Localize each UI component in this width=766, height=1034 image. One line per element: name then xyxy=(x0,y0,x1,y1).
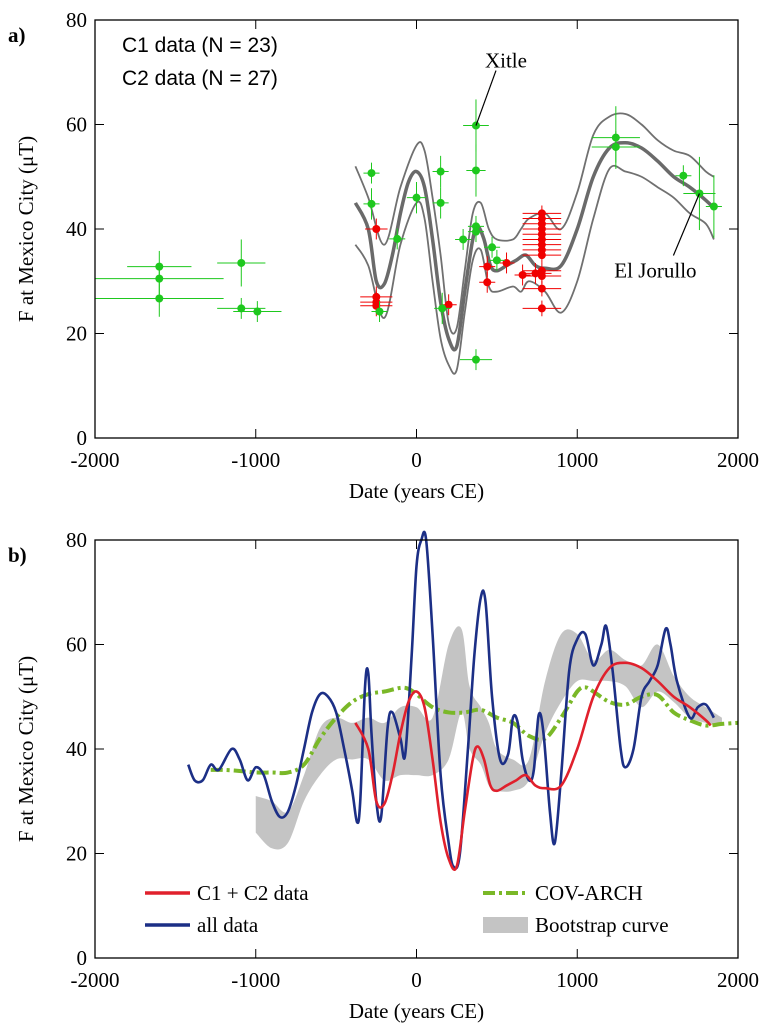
data-point xyxy=(459,235,468,244)
data-point xyxy=(471,227,480,236)
data-point xyxy=(155,294,164,303)
data-point xyxy=(483,262,492,271)
data-point xyxy=(709,202,718,211)
y-tick-label: 80 xyxy=(66,8,87,32)
curve xyxy=(187,530,716,870)
legend-label: Bootstrap curve xyxy=(535,913,669,937)
data-point xyxy=(537,304,546,313)
legend-swatch xyxy=(483,917,528,933)
data-point xyxy=(436,167,445,176)
data-point xyxy=(237,304,246,313)
x-tick-label: -1000 xyxy=(231,968,280,992)
data-point xyxy=(471,355,480,364)
y-axis-label: F at Mexico City (μT) xyxy=(14,656,38,842)
curve xyxy=(354,112,715,335)
bootstrap-band xyxy=(255,626,722,850)
legend-label: all data xyxy=(197,913,259,937)
data-point xyxy=(367,169,376,178)
x-axis-label: Date (years CE) xyxy=(349,999,484,1023)
data-point xyxy=(537,251,546,260)
data-point xyxy=(537,272,546,281)
y-tick-label: 40 xyxy=(66,217,87,241)
x-tick-label: 2000 xyxy=(717,448,759,472)
annotation: Xitle xyxy=(485,49,527,73)
y-axis-label: F at Mexico City (μT) xyxy=(14,136,38,322)
data-point xyxy=(237,258,246,267)
data-point xyxy=(537,284,546,293)
y-tick-label: 20 xyxy=(66,322,87,346)
data-point xyxy=(444,300,453,309)
legend-label: C1 + C2 data xyxy=(197,881,309,905)
data-point xyxy=(438,304,447,313)
data-point xyxy=(488,243,497,252)
y-tick-label: 0 xyxy=(77,946,88,970)
panel-label: a) xyxy=(8,23,26,47)
data-point xyxy=(531,269,540,278)
panel: a) C1 data (N = 23) C2 data (N = 27) Xitle E… xyxy=(8,8,759,503)
data-point xyxy=(611,142,620,151)
legend-label: C2 data (N = 27) xyxy=(122,67,278,90)
x-tick-label: -2000 xyxy=(71,448,120,472)
panel-label: b) xyxy=(8,543,27,567)
legend-label: C1 data (N = 23) xyxy=(122,34,278,57)
data-point xyxy=(518,270,527,279)
y-tick-label: 60 xyxy=(66,113,87,137)
data-point xyxy=(367,199,376,208)
annotation-pointer xyxy=(475,70,497,126)
y-tick-label: 40 xyxy=(66,737,87,761)
annotation-pointer xyxy=(672,193,700,256)
curve xyxy=(354,661,712,871)
data-point xyxy=(372,225,381,233)
data-point xyxy=(483,278,492,287)
data-point xyxy=(393,234,402,243)
x-tick-label: -1000 xyxy=(231,448,280,472)
x-tick-label: 1000 xyxy=(556,968,598,992)
data-point xyxy=(253,307,262,316)
legend-label: COV-ARCH xyxy=(535,881,643,905)
data-point xyxy=(375,307,384,316)
x-tick-label: 0 xyxy=(411,968,422,992)
y-tick-label: 80 xyxy=(66,528,87,552)
x-axis-label: Date (years CE) xyxy=(349,479,484,503)
panel: b) C1 + C2 data all data COV-ARCH Bootstrap … xyxy=(8,528,759,1023)
y-tick-label: 60 xyxy=(66,633,87,657)
data-point xyxy=(436,198,445,207)
y-tick-label: 20 xyxy=(66,842,87,866)
data-point xyxy=(471,166,480,175)
data-point xyxy=(412,193,421,202)
data-point xyxy=(155,274,164,283)
data-point xyxy=(502,258,511,267)
x-tick-label: 0 xyxy=(411,448,422,472)
x-tick-label: 2000 xyxy=(717,968,759,992)
y-tick-label: 0 xyxy=(77,426,88,450)
x-tick-label: 1000 xyxy=(556,448,598,472)
x-tick-label: -2000 xyxy=(71,968,120,992)
data-point xyxy=(679,171,688,180)
data-point xyxy=(492,256,501,265)
curve xyxy=(354,164,715,375)
annotation: El Jorullo xyxy=(614,258,696,282)
curve xyxy=(353,141,716,352)
